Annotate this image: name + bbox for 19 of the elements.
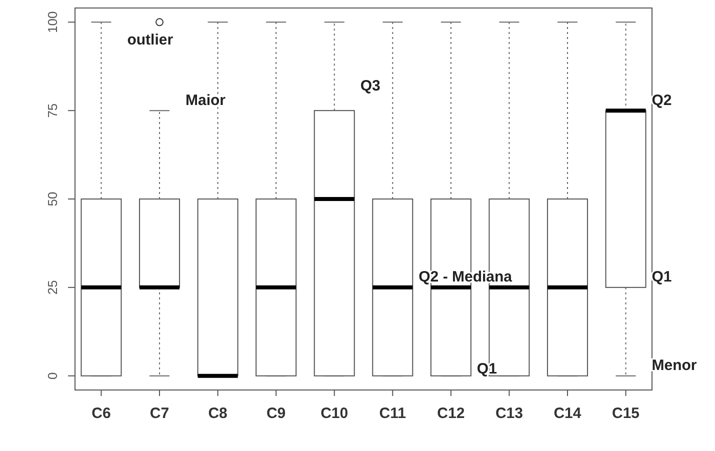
x-tick-label: C10 (320, 405, 348, 422)
x-tick-label: C13 (495, 405, 523, 422)
y-tick-label: 25 (45, 280, 60, 295)
annotation: outlier (127, 32, 174, 49)
annotation: Maior (186, 92, 226, 109)
x-tick-label: C11 (379, 405, 406, 422)
annotation: Menor (652, 357, 697, 374)
annotation: Q3 (360, 78, 380, 95)
y-tick-label: 0 (45, 372, 60, 380)
x-tick-label: C12 (437, 405, 465, 422)
x-tick-label: C8 (208, 405, 228, 422)
x-tick-label: C6 (92, 405, 111, 422)
x-tick-label: C15 (612, 405, 640, 422)
y-tick-label: 100 (45, 11, 60, 33)
x-tick-label: C7 (150, 405, 170, 422)
y-tick-label: 50 (45, 192, 60, 206)
x-tick-label: C14 (554, 405, 582, 422)
y-tick-label: 75 (45, 103, 60, 118)
x-tick-label: C9 (266, 405, 286, 422)
